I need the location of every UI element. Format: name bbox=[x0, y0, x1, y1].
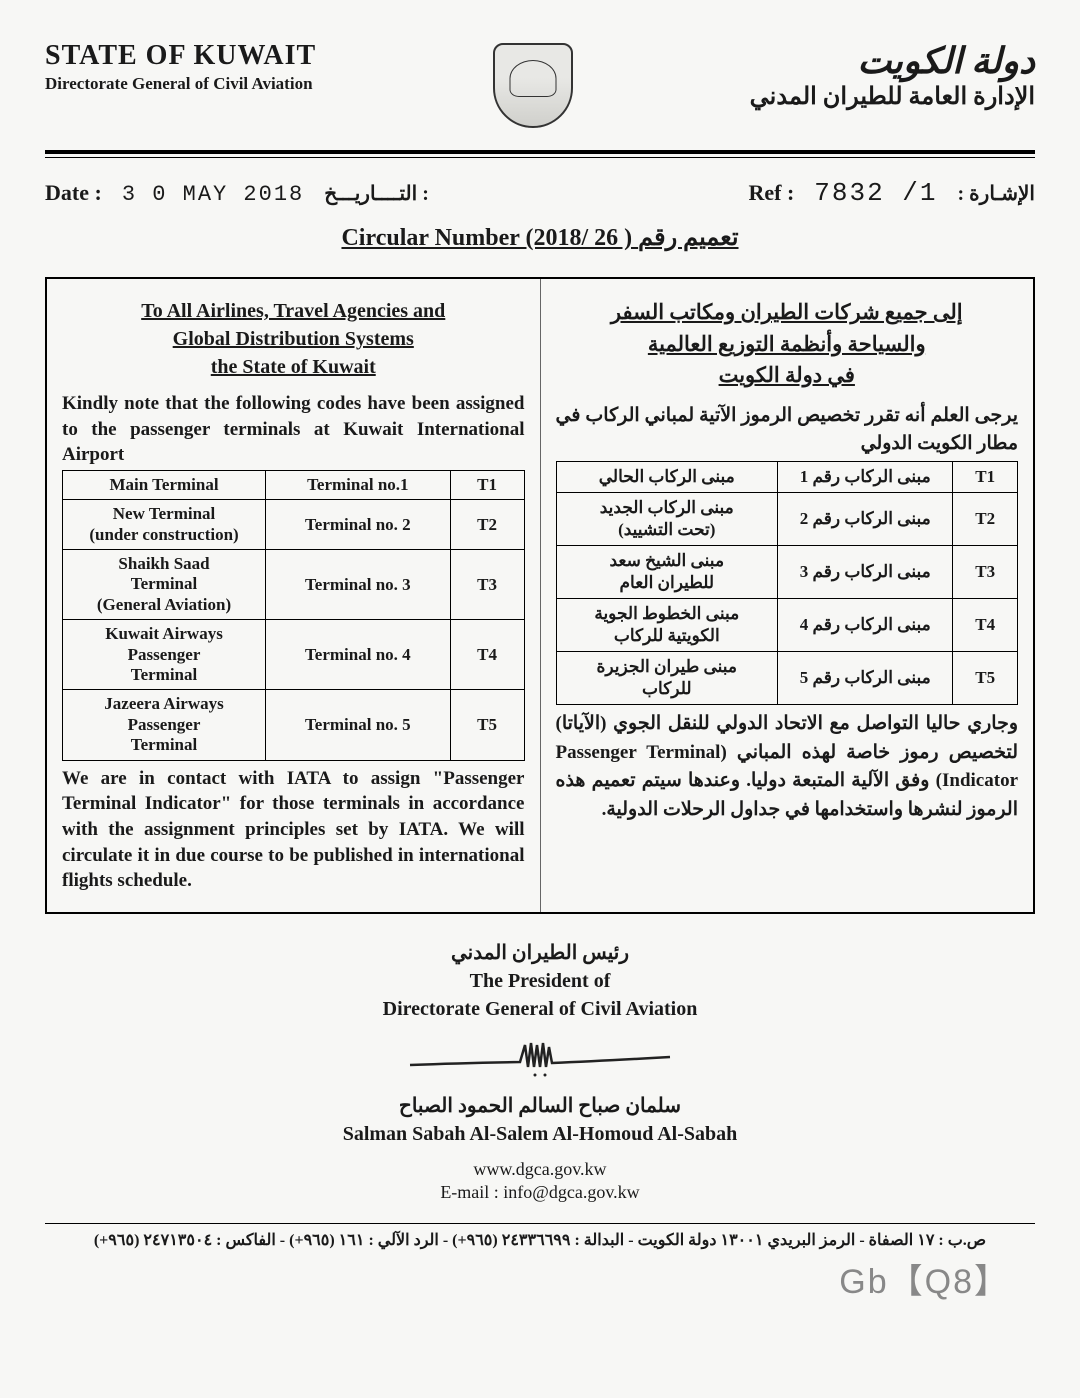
footer-address: ص.ب : ١٧ الصفاة - الرمز البريدي ١٣٠٠١ دو… bbox=[45, 1230, 1035, 1250]
terminal-name: مبنى الركاب رقم 5 bbox=[778, 652, 953, 705]
english-column: To All Airlines, Travel Agencies and Glo… bbox=[47, 279, 541, 912]
terminal-code: T5 bbox=[953, 652, 1018, 705]
signature-block: رئيس الطيران المدني The President of Dir… bbox=[45, 939, 1035, 1148]
main-content-box: To All Airlines, Travel Agencies and Glo… bbox=[45, 277, 1035, 914]
terminal-code: T5 bbox=[450, 690, 524, 760]
terminal-code: T4 bbox=[450, 620, 524, 690]
state-title-ar: دولة الكويت bbox=[750, 40, 1035, 82]
watermark: Gb【Q8】 bbox=[839, 1254, 1010, 1303]
addr-en-l3: the State of Kuwait bbox=[211, 356, 376, 378]
ref-label-ar: الإشـارة : bbox=[958, 181, 1035, 206]
terminals-table-ar: T1مبنى الركاب رقم 1مبنى الركاب الحاليT2م… bbox=[556, 461, 1019, 706]
date-value: 3 0 MAY 2018 bbox=[122, 182, 304, 207]
terminal-code: T3 bbox=[953, 545, 1018, 598]
table-row: T1مبنى الركاب رقم 1مبنى الركاب الحالي bbox=[556, 461, 1018, 492]
header-english: STATE OF KUWAIT Directorate General of C… bbox=[45, 40, 316, 94]
letterhead: STATE OF KUWAIT Directorate General of C… bbox=[45, 40, 1035, 145]
addr-ar-l1: إلى جميع شركات الطيران ومكاتب السفر bbox=[611, 300, 963, 324]
arabic-column: إلى جميع شركات الطيران ومكاتب السفر والس… bbox=[541, 279, 1034, 912]
date-label-ar: التــــاريـــخ : bbox=[324, 181, 429, 206]
terminal-code: T4 bbox=[953, 598, 1018, 651]
terminal-code: T2 bbox=[450, 500, 524, 550]
terminal-code: T1 bbox=[953, 461, 1018, 492]
terminal-name: Terminal no. 2 bbox=[266, 500, 451, 550]
signature-icon bbox=[400, 1035, 680, 1080]
circular-title: Circular Number (2018/ 26 ) تعميم رقم bbox=[45, 223, 1035, 252]
terminal-name: Terminal no. 3 bbox=[266, 550, 451, 620]
terminal-name: Terminal no.1 bbox=[266, 470, 451, 499]
divider-thin bbox=[45, 157, 1035, 158]
email: E-mail : info@dgca.gov.kw bbox=[45, 1181, 1035, 1204]
table-row: New Terminal(under construction)Terminal… bbox=[63, 500, 525, 550]
terminal-code: T2 bbox=[953, 492, 1018, 545]
terminal-code: T3 bbox=[450, 550, 524, 620]
ref-label: Ref : bbox=[748, 180, 794, 206]
terminal-name: Terminal no. 5 bbox=[266, 690, 451, 760]
kuwait-emblem-icon bbox=[493, 43, 573, 128]
intro-en: Kindly note that the following codes hav… bbox=[62, 391, 525, 468]
table-row: Kuwait AirwaysPassengerTerminalTerminal … bbox=[63, 620, 525, 690]
closing-en: We are in contact with IATA to assign "P… bbox=[62, 766, 525, 894]
sig-title-en2: Directorate General of Civil Aviation bbox=[45, 995, 1035, 1023]
terminal-desc: مبنى الركاب الحالي bbox=[556, 461, 778, 492]
terminal-name: مبنى الركاب رقم 3 bbox=[778, 545, 953, 598]
terminal-desc: مبنى طيران الجزيرةللركاب bbox=[556, 652, 778, 705]
terminal-name: مبنى الركاب رقم 1 bbox=[778, 461, 953, 492]
addressee-ar: إلى جميع شركات الطيران ومكاتب السفر والس… bbox=[556, 297, 1019, 392]
website: www.dgca.gov.kw bbox=[45, 1158, 1035, 1181]
terminal-desc: Kuwait AirwaysPassengerTerminal bbox=[63, 620, 266, 690]
dept-subtitle-ar: الإدارة العامة للطيران المدني bbox=[750, 82, 1035, 111]
table-row: T3مبنى الركاب رقم 3مبنى الشيخ سعدللطيران… bbox=[556, 545, 1018, 598]
addressee-en: To All Airlines, Travel Agencies and Glo… bbox=[62, 297, 525, 381]
addr-en-l1: To All Airlines, Travel Agencies and bbox=[141, 300, 445, 322]
terminal-name: مبنى الركاب رقم 2 bbox=[778, 492, 953, 545]
terminal-desc: مبنى الخطوط الجويةالكويتية للركاب bbox=[556, 598, 778, 651]
terminal-desc: Shaikh SaadTerminal(General Aviation) bbox=[63, 550, 266, 620]
intro-ar: يرجى العلم أنه تقرر تخصيص الرموز الآتية … bbox=[556, 402, 1019, 459]
addr-ar-l3: في دولة الكويت bbox=[719, 363, 855, 387]
table-row: Jazeera AirwaysPassengerTerminalTerminal… bbox=[63, 690, 525, 760]
header-arabic: دولة الكويت الإدارة العامة للطيران المدن… bbox=[750, 40, 1035, 111]
footer-divider bbox=[45, 1223, 1035, 1224]
table-row: T5مبنى الركاب رقم 5مبنى طيران الجزيرةللر… bbox=[556, 652, 1018, 705]
terminal-code: T1 bbox=[450, 470, 524, 499]
meta-row: Date : 3 0 MAY 2018 التــــاريـــخ : Ref… bbox=[45, 178, 1035, 208]
table-row: T4مبنى الركاب رقم 4مبنى الخطوط الجويةالك… bbox=[556, 598, 1018, 651]
addr-ar-l2: والسياحة وأنظمة التوزيع العالمية bbox=[648, 332, 926, 356]
date-block: Date : 3 0 MAY 2018 التــــاريـــخ : bbox=[45, 180, 429, 207]
terminal-desc: Main Terminal bbox=[63, 470, 266, 499]
sig-title-en1: The President of bbox=[45, 967, 1035, 995]
date-label: Date : bbox=[45, 180, 102, 206]
state-title-en: STATE OF KUWAIT bbox=[45, 40, 316, 72]
emblem-container bbox=[483, 40, 583, 130]
dept-subtitle-en: Directorate General of Civil Aviation bbox=[45, 74, 316, 94]
terminal-desc: Jazeera AirwaysPassengerTerminal bbox=[63, 690, 266, 760]
divider-thick bbox=[45, 150, 1035, 154]
table-row: T2مبنى الركاب رقم 2مبنى الركاب الجديد(تح… bbox=[556, 492, 1018, 545]
table-row: Main TerminalTerminal no.1T1 bbox=[63, 470, 525, 499]
terminal-desc: مبنى الركاب الجديد(تحت التشييد) bbox=[556, 492, 778, 545]
addr-en-l2: Global Distribution Systems bbox=[173, 328, 414, 350]
sig-name-ar: سلمان صباح السالم الحمود الصباح bbox=[45, 1092, 1035, 1120]
closing-ar: وجاري حاليا التواصل مع الاتحاد الدولي لل… bbox=[556, 710, 1019, 824]
terminal-desc: مبنى الشيخ سعدللطيران العام bbox=[556, 545, 778, 598]
sig-title-ar: رئيس الطيران المدني bbox=[45, 939, 1035, 967]
sig-name-en: Salman Sabah Al-Salem Al-Homoud Al-Sabah bbox=[45, 1120, 1035, 1148]
terminals-table-en: Main TerminalTerminal no.1T1New Terminal… bbox=[62, 470, 525, 761]
terminal-name: مبنى الركاب رقم 4 bbox=[778, 598, 953, 651]
terminal-desc: New Terminal(under construction) bbox=[63, 500, 266, 550]
ref-value: 7832 /1 bbox=[814, 178, 937, 208]
ref-block: Ref : 7832 /1 الإشـارة : bbox=[748, 178, 1035, 208]
terminal-name: Terminal no. 4 bbox=[266, 620, 451, 690]
contact-block: www.dgca.gov.kw E-mail : info@dgca.gov.k… bbox=[45, 1158, 1035, 1205]
table-row: Shaikh SaadTerminal(General Aviation)Ter… bbox=[63, 550, 525, 620]
